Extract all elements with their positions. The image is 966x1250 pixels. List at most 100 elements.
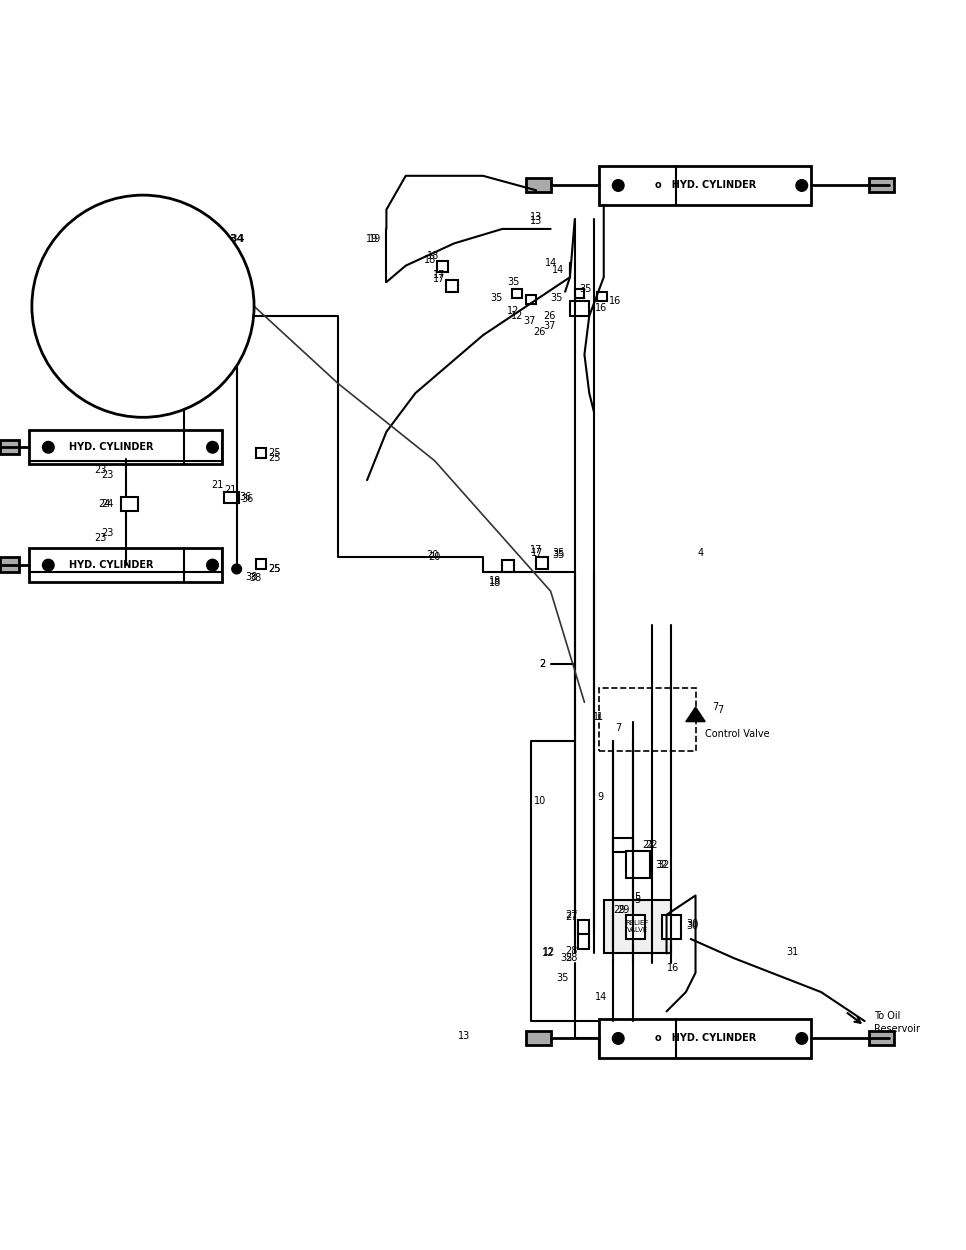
Circle shape bbox=[32, 195, 254, 418]
Text: 32: 32 bbox=[657, 860, 669, 870]
Text: 35: 35 bbox=[553, 548, 565, 558]
Text: 21: 21 bbox=[224, 485, 237, 495]
Bar bbox=[256, 559, 266, 569]
Bar bbox=[604, 900, 671, 954]
Text: 30: 30 bbox=[686, 920, 698, 930]
Bar bbox=[599, 688, 696, 750]
Text: 23: 23 bbox=[101, 470, 114, 480]
Text: Reservoir: Reservoir bbox=[874, 1024, 921, 1034]
Text: 38: 38 bbox=[249, 572, 262, 582]
Text: 12: 12 bbox=[507, 306, 520, 316]
Bar bbox=[106, 316, 128, 345]
Bar bbox=[526, 1031, 551, 1045]
Text: 16: 16 bbox=[609, 296, 621, 306]
Text: 24: 24 bbox=[101, 499, 114, 509]
Text: 25: 25 bbox=[269, 564, 281, 574]
Bar bbox=[188, 334, 203, 345]
Text: 23: 23 bbox=[94, 465, 106, 475]
Text: RELIEF
VALVE: RELIEF VALVE bbox=[626, 920, 649, 932]
Text: 17: 17 bbox=[530, 545, 542, 555]
Text: 5: 5 bbox=[635, 895, 640, 905]
Text: HYD. CYLINDER: HYD. CYLINDER bbox=[69, 442, 154, 452]
Text: 13: 13 bbox=[458, 1030, 469, 1040]
Text: 9: 9 bbox=[597, 792, 603, 802]
Bar bbox=[121, 498, 138, 511]
Circle shape bbox=[796, 1032, 808, 1044]
Text: 26: 26 bbox=[543, 311, 555, 321]
Bar bbox=[446, 280, 458, 291]
Text: o   HYD. CYLINDER: o HYD. CYLINDER bbox=[655, 180, 755, 190]
Text: To Oil: To Oil bbox=[874, 1011, 900, 1021]
Text: 17: 17 bbox=[434, 270, 445, 280]
Circle shape bbox=[207, 441, 218, 452]
Text: 13: 13 bbox=[530, 213, 542, 222]
Text: 1: 1 bbox=[593, 711, 599, 721]
Text: 35: 35 bbox=[553, 550, 565, 560]
Text: 20: 20 bbox=[427, 550, 439, 560]
Text: 26: 26 bbox=[533, 328, 546, 338]
Bar bbox=[526, 295, 536, 304]
Text: 5: 5 bbox=[635, 892, 640, 902]
Circle shape bbox=[43, 441, 54, 452]
Text: o   HYD. CYLINDER: o HYD. CYLINDER bbox=[655, 1034, 755, 1044]
Bar bbox=[87, 282, 135, 316]
Text: 14: 14 bbox=[553, 265, 564, 275]
Text: 25: 25 bbox=[269, 564, 281, 574]
Bar bbox=[0, 440, 19, 454]
Bar bbox=[599, 166, 811, 205]
Text: 35: 35 bbox=[550, 294, 562, 304]
Text: 18: 18 bbox=[490, 579, 501, 589]
Text: 7: 7 bbox=[712, 703, 718, 712]
Text: 29: 29 bbox=[617, 905, 630, 915]
Bar bbox=[111, 258, 135, 282]
Text: 22: 22 bbox=[642, 840, 655, 850]
Bar bbox=[109, 320, 124, 342]
Circle shape bbox=[796, 180, 808, 191]
Bar bbox=[437, 261, 448, 272]
Text: 7: 7 bbox=[615, 724, 621, 734]
Text: 12: 12 bbox=[511, 311, 524, 321]
Text: 36: 36 bbox=[240, 492, 252, 502]
Bar bbox=[256, 449, 266, 458]
Text: 29: 29 bbox=[613, 905, 626, 915]
Text: 7: 7 bbox=[717, 705, 723, 715]
Text: 38: 38 bbox=[245, 571, 257, 581]
Text: 19: 19 bbox=[366, 234, 378, 244]
Circle shape bbox=[207, 559, 218, 571]
Text: 31: 31 bbox=[786, 946, 798, 956]
Bar bbox=[599, 1019, 811, 1058]
Circle shape bbox=[43, 559, 54, 571]
Text: 16: 16 bbox=[668, 962, 679, 972]
Bar bbox=[869, 1031, 894, 1045]
Text: 36: 36 bbox=[242, 495, 254, 505]
Bar bbox=[29, 548, 222, 581]
Text: 17: 17 bbox=[531, 548, 543, 558]
Bar bbox=[869, 177, 894, 192]
Text: 35: 35 bbox=[580, 284, 591, 294]
Text: 37: 37 bbox=[524, 316, 536, 326]
Bar bbox=[224, 491, 239, 504]
Text: 32: 32 bbox=[655, 860, 668, 870]
Text: 18: 18 bbox=[424, 255, 436, 265]
Text: 20: 20 bbox=[428, 552, 440, 562]
Bar bbox=[575, 289, 584, 299]
Text: 23: 23 bbox=[94, 532, 106, 542]
Bar bbox=[597, 291, 607, 301]
Text: 37: 37 bbox=[543, 320, 555, 330]
Text: 14: 14 bbox=[545, 258, 557, 268]
Bar bbox=[114, 261, 122, 279]
Text: 34: 34 bbox=[229, 234, 244, 244]
Text: 2: 2 bbox=[540, 659, 546, 669]
Text: 12: 12 bbox=[542, 949, 554, 959]
Bar bbox=[662, 915, 681, 939]
Bar bbox=[502, 560, 514, 571]
Text: 25: 25 bbox=[269, 448, 281, 458]
Text: 12: 12 bbox=[543, 946, 555, 956]
Circle shape bbox=[232, 564, 242, 574]
Text: 33: 33 bbox=[50, 291, 66, 301]
Bar bbox=[578, 934, 589, 949]
Text: 17: 17 bbox=[434, 274, 445, 284]
Text: 10: 10 bbox=[533, 796, 546, 806]
Text: 27: 27 bbox=[565, 910, 578, 920]
Text: 15: 15 bbox=[176, 322, 187, 332]
